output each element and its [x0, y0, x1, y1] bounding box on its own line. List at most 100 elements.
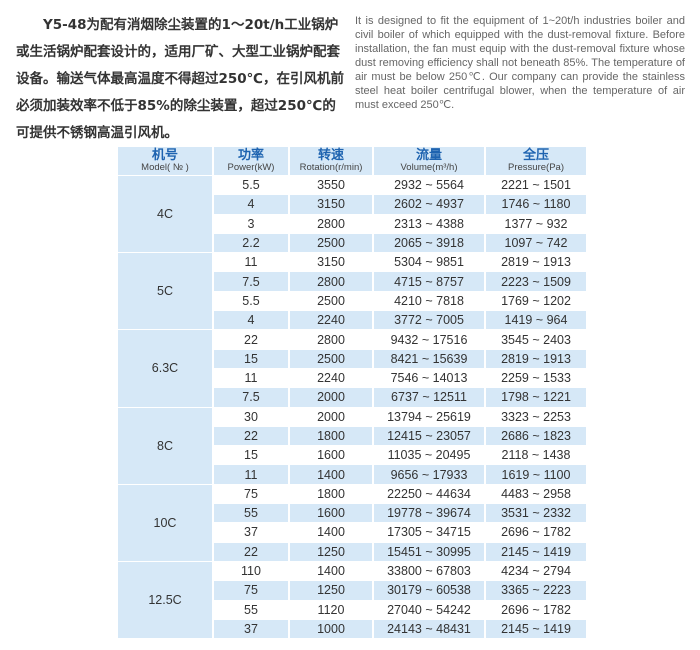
table-row: 37 1400 17305 ~ 34715 2696 ~ 1782: [118, 523, 586, 541]
rotation-cell: 2500: [290, 233, 372, 253]
pressure-cell: 3323 ~ 2253: [501, 409, 571, 424]
table-row: 11 2240 7546 ~ 14013 2259 ~ 1533: [118, 369, 586, 387]
table-row: 7.5 2800 4715 ~ 8757 2223 ~ 1509: [118, 272, 586, 291]
power-cell: 37: [214, 619, 288, 639]
rotation-cell: 2240: [317, 371, 345, 386]
header-model: 机号 Model( № ): [118, 147, 212, 175]
volume-cell: 17305 ~ 34715: [387, 525, 471, 540]
header-volume-cn: 流量: [415, 147, 442, 162]
volume-cell: 22250 ~ 44634: [387, 486, 471, 501]
volume-cell: 2932 ~ 5564: [394, 178, 464, 193]
table-row: 15 1600 11035 ~ 20495 2118 ~ 1438: [118, 446, 586, 464]
rotation-cell: 1400: [317, 525, 345, 540]
volume-cell: 13794 ~ 25619: [387, 409, 471, 424]
intro-chinese: Y5-48为配有消烟除尘装置的1～20t/h工业锅炉或生活锅炉配套设计的，适用厂…: [16, 12, 346, 147]
rotation-cell: 2240: [290, 311, 372, 330]
header-pressure-en: Pressure(Pa): [508, 162, 564, 173]
table-row: 7.5 2000 6737 ~ 12511 1798 ~ 1221: [118, 388, 586, 407]
pressure-cell: 2221 ~ 1501: [501, 178, 571, 193]
power-cell: 110: [241, 564, 261, 579]
pressure-cell: 3365 ~ 2223: [486, 581, 586, 600]
pressure-cell: 2696 ~ 1782: [501, 602, 571, 617]
power-cell: 11: [214, 465, 288, 484]
model-cell: 10C: [118, 484, 212, 561]
table-row: 37 1000 24143 ~ 48431 2145 ~ 1419: [118, 619, 586, 639]
header-rotation-en: Rotation(r/min): [299, 162, 363, 173]
table-row: 5C 11 3150 5304 ~ 9851 2819 ~ 1913: [118, 253, 586, 330]
rotation-cell: 1400: [290, 465, 372, 484]
volume-cell: 5304 ~ 9851: [394, 255, 464, 270]
rotation-cell: 2500: [317, 293, 345, 308]
power-cell: 22: [244, 332, 258, 347]
pressure-cell: 4234 ~ 2794: [501, 564, 571, 579]
pressure-cell: 1377 ~ 932: [504, 216, 568, 231]
volume-cell: 30179 ~ 60538: [374, 581, 484, 600]
volume-cell: 7546 ~ 14013: [390, 371, 468, 386]
intro-english-text: It is designed to fit the equipment of 1…: [355, 15, 685, 111]
table-row: 22 1250 15451 ~ 30995 2145 ~ 1419: [118, 542, 586, 561]
header-model-cn: 机号: [151, 147, 178, 162]
pressure-cell: 2145 ~ 1419: [486, 542, 586, 561]
pressure-cell: 2259 ~ 1533: [501, 371, 571, 386]
volume-cell: 9656 ~ 17933: [374, 465, 484, 484]
header-rotation-cn: 转速: [317, 147, 344, 162]
header-pressure: 全压 Pressure(Pa): [486, 147, 586, 175]
power-cell: 22: [214, 426, 288, 446]
volume-cell: 24143 ~ 48431: [374, 619, 484, 639]
table-header-row: 机号 Model( № ) 功率 Power(kW) 转速 Rotation(r/min)…: [118, 147, 586, 175]
rotation-cell: 2000: [290, 388, 372, 407]
power-cell: 3: [247, 216, 255, 231]
power-cell: 15: [214, 349, 288, 368]
pressure-cell: 2145 ~ 1419: [486, 619, 586, 639]
power-cell: 11: [244, 255, 258, 270]
intro-english: It is designed to fit the equipment of 1…: [355, 14, 685, 112]
header-model-en: Model( № ): [141, 162, 189, 173]
pressure-cell: 4483 ~ 2958: [501, 486, 571, 501]
rotation-cell: 2800: [290, 272, 372, 291]
table-row: 75 1250 30179 ~ 60538 3365 ~ 2223: [118, 581, 586, 600]
power-cell: 55: [214, 504, 288, 523]
header-volume: 流量 Volume(m³/h): [374, 147, 484, 175]
power-cell: 5.5: [242, 293, 260, 308]
pressure-cell: 3545 ~ 2403: [501, 332, 571, 347]
power-cell: 75: [214, 581, 288, 600]
table-row: 3 2800 2313 ~ 4388 1377 ~ 932: [118, 215, 586, 233]
volume-cell: 4715 ~ 8757: [374, 272, 484, 291]
model-cell: 5C: [118, 253, 212, 330]
volume-cell: 9432 ~ 17516: [390, 332, 468, 347]
power-cell: 4: [214, 195, 288, 214]
rotation-cell: 1000: [290, 619, 372, 639]
pressure-cell: 3531 ~ 2332: [486, 504, 586, 523]
pressure-cell: 1746 ~ 1180: [486, 195, 586, 214]
table-row: 15 2500 8421 ~ 15639 2819 ~ 1913: [118, 349, 586, 368]
rotation-cell: 3550: [317, 178, 345, 193]
header-power-cn: 功率: [237, 147, 264, 162]
volume-cell: 11035 ~ 20495: [387, 448, 471, 463]
model-cell: 8C: [118, 407, 212, 484]
volume-cell: 2313 ~ 4388: [394, 216, 464, 231]
rotation-cell: 1600: [290, 504, 372, 523]
table-row: 6.3C 22 2800 9432 ~ 17516 3545 ~ 2403: [118, 330, 586, 407]
pressure-cell: 1419 ~ 964: [486, 311, 586, 330]
table-row: 4 2240 3772 ~ 7005 1419 ~ 964: [118, 311, 586, 330]
header-volume-en: Volume(m³/h): [400, 162, 458, 173]
power-cell: 7.5: [214, 388, 288, 407]
volume-cell: 6737 ~ 12511: [374, 388, 484, 407]
model-cell: 12.5C: [118, 561, 212, 639]
power-cell: 55: [244, 602, 258, 617]
header-rotation: 转速 Rotation(r/min): [290, 147, 372, 175]
rotation-cell: 2800: [317, 216, 345, 231]
table-row: 8C 30 2000 13794 ~ 25619 3323 ~ 2253: [118, 407, 586, 484]
rotation-cell: 1800: [290, 426, 372, 446]
power-cell: 11: [244, 371, 258, 386]
power-cell: 30: [244, 409, 258, 424]
pressure-cell: 1798 ~ 1221: [486, 388, 586, 407]
power-cell: 7.5: [214, 272, 288, 291]
model-cell: 4C: [118, 176, 212, 253]
power-cell: 5.5: [242, 178, 260, 193]
rotation-cell: 3150: [290, 195, 372, 214]
intro-chinese-text: Y5-48为配有消烟除尘装置的1～20t/h工业锅炉或生活锅炉配套设计的，适用厂…: [16, 17, 345, 141]
rotation-cell: 2500: [290, 349, 372, 368]
header-power-en: Power(kW): [227, 162, 275, 173]
table-row: 55 1600 19778 ~ 39674 3531 ~ 2332: [118, 504, 586, 523]
